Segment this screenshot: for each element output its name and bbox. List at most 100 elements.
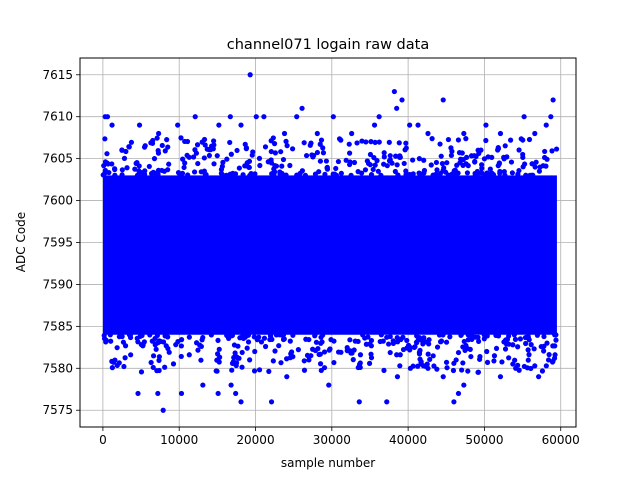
fringe-point: [390, 338, 396, 344]
fringe-point: [142, 168, 148, 174]
fringe-point: [428, 162, 434, 168]
fringe-point: [194, 142, 201, 148]
fringe-point: [464, 170, 471, 176]
fringe-point: [200, 334, 206, 341]
fringe-point: [448, 152, 455, 159]
fringe-point: [105, 161, 111, 167]
fringe-point: [553, 337, 559, 343]
fringe-point: [471, 153, 477, 159]
fringe-point: [128, 352, 134, 358]
fringe-point: [367, 151, 374, 158]
fringe-point: [414, 333, 420, 339]
fringe-point: [502, 143, 508, 149]
y-tick-label: 7615: [42, 68, 73, 82]
data-point: [253, 114, 259, 120]
fringe-point: [284, 143, 290, 149]
data-points: [100, 72, 560, 413]
fringe-point: [338, 137, 344, 143]
fringe-point: [504, 154, 510, 160]
fringe-point: [400, 346, 407, 353]
fringe-point: [233, 360, 240, 366]
fringe-point: [102, 136, 108, 142]
fringe-point: [257, 162, 263, 169]
fringe-point: [195, 347, 201, 353]
fringe-point: [289, 349, 295, 355]
fringe-point: [540, 163, 546, 169]
fringe-point: [127, 334, 134, 341]
data-point: [109, 122, 115, 128]
fringe-point: [434, 167, 440, 173]
fringe-point: [387, 153, 393, 159]
x-tick-label: 40000: [389, 433, 427, 447]
fringe-point: [495, 145, 501, 151]
fringe-point: [278, 360, 284, 366]
fringe-point: [377, 338, 383, 345]
fringe-point: [272, 348, 278, 354]
fringe-point: [322, 171, 328, 177]
fringe-point: [112, 172, 118, 178]
fringe-point: [149, 338, 155, 344]
fringe-point: [244, 345, 250, 351]
x-axis-ticks: 0 10000 20000 30000 40000 50000 60000: [99, 427, 580, 447]
fringe-point: [106, 169, 112, 176]
data-point: [544, 340, 550, 346]
fringe-point: [455, 137, 462, 143]
fringe-point: [276, 343, 282, 349]
fringe-point: [378, 172, 384, 178]
fringe-point: [272, 150, 278, 156]
data-point: [376, 114, 382, 120]
fringe-point: [246, 164, 252, 171]
fringe-point: [438, 153, 444, 159]
fringe-point: [215, 337, 221, 343]
fringe-point: [381, 150, 387, 156]
data-point: [247, 72, 253, 78]
fringe-point: [195, 160, 201, 167]
fringe-point: [242, 332, 248, 338]
fringe-point: [216, 359, 222, 365]
fringe-point: [219, 163, 225, 169]
fringe-point: [102, 170, 108, 176]
fringe-point: [138, 369, 145, 375]
fringe-point: [246, 158, 253, 164]
fringe-point: [525, 357, 531, 363]
fringe-point: [287, 162, 293, 169]
data-point: [294, 114, 300, 120]
fringe-point: [497, 170, 503, 176]
fringe-point: [542, 148, 548, 155]
fringe-point: [208, 332, 214, 338]
fringe-point: [280, 336, 287, 343]
fringe-point: [239, 349, 245, 356]
fringe-point: [283, 138, 289, 144]
fringe-point: [163, 343, 169, 349]
data-point: [399, 97, 405, 103]
fringe-point: [101, 163, 107, 169]
fringe-point: [460, 360, 466, 366]
fringe-point: [201, 136, 208, 143]
fringe-point: [397, 363, 403, 369]
data-point: [407, 365, 414, 371]
fringe-point: [414, 340, 420, 346]
fringe-point: [517, 336, 523, 342]
data-point: [407, 122, 413, 128]
data-point: [425, 365, 431, 371]
fringe-point: [474, 168, 480, 175]
fringe-point: [251, 334, 257, 340]
fringe-point: [328, 337, 334, 343]
fringe-point: [394, 162, 400, 168]
fringe-point: [108, 338, 114, 344]
fringe-point: [490, 172, 497, 178]
fringe-point: [536, 168, 542, 174]
fringe-point: [424, 361, 430, 367]
fringe-point: [135, 339, 141, 345]
fringe-point: [475, 334, 481, 340]
fringe-point: [357, 352, 364, 358]
fringe-point: [146, 163, 152, 170]
fringe-point: [403, 168, 409, 174]
fringe-point: [444, 365, 450, 371]
fringe-point: [348, 350, 354, 356]
fringe-point: [191, 169, 198, 175]
fringe-point: [287, 355, 293, 361]
fringe-point: [122, 355, 128, 361]
fringe-point: [368, 139, 374, 145]
data-point: [299, 105, 305, 111]
